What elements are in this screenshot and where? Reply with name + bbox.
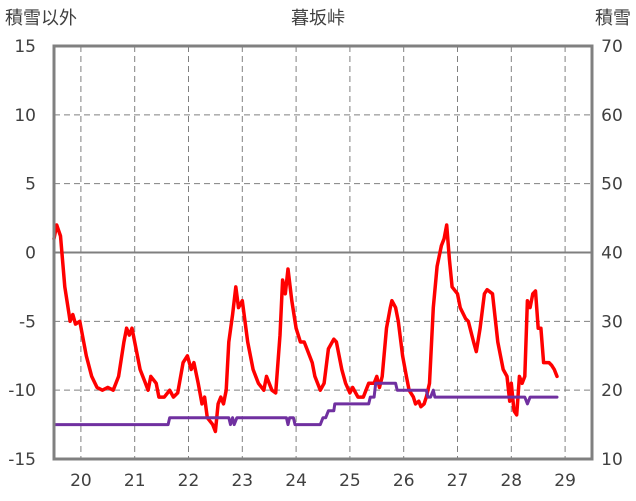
left-tick-label: 5	[25, 175, 36, 195]
left-tick-label: 15	[14, 37, 36, 57]
x-tick-label: 25	[339, 471, 361, 491]
right-axis-label: 積雪	[595, 8, 631, 29]
x-tick-label: 21	[124, 471, 146, 491]
right-tick-label: 30	[601, 312, 623, 332]
series-line-left	[52, 223, 559, 434]
x-tick-label: 29	[554, 471, 576, 491]
left-tick-label: 10	[14, 106, 36, 126]
plot-border	[52, 44, 594, 461]
right-tick-label: 60	[601, 106, 623, 126]
plot-frame	[52, 44, 594, 461]
right-tick-label: 50	[601, 175, 623, 195]
left-tick-label: 0	[25, 244, 36, 264]
x-tick-label: 27	[447, 471, 469, 491]
chart-title: 暮坂峠	[291, 8, 345, 29]
left-tick-label: -5	[19, 312, 36, 332]
x-tick-label: 26	[393, 471, 415, 491]
right-tick-label: 20	[601, 381, 623, 401]
left-axis-label: 積雪以外	[5, 8, 77, 29]
x-tick-label: 24	[285, 471, 307, 491]
series-line-right	[52, 381, 559, 427]
right-tick-label: 40	[601, 244, 623, 264]
left-tick-label: -15	[8, 450, 36, 470]
right-tick-label: 10	[601, 450, 623, 470]
right-tick-label: 70	[601, 37, 623, 57]
x-tick-label: 22	[178, 471, 200, 491]
series-group	[52, 223, 559, 434]
left-tick-label: -10	[8, 381, 36, 401]
x-tick-label: 23	[231, 471, 253, 491]
x-tick-label: 28	[500, 471, 522, 491]
x-tick-label: 20	[70, 471, 92, 491]
